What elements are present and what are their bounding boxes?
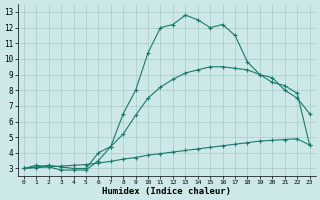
X-axis label: Humidex (Indice chaleur): Humidex (Indice chaleur) [102, 187, 231, 196]
